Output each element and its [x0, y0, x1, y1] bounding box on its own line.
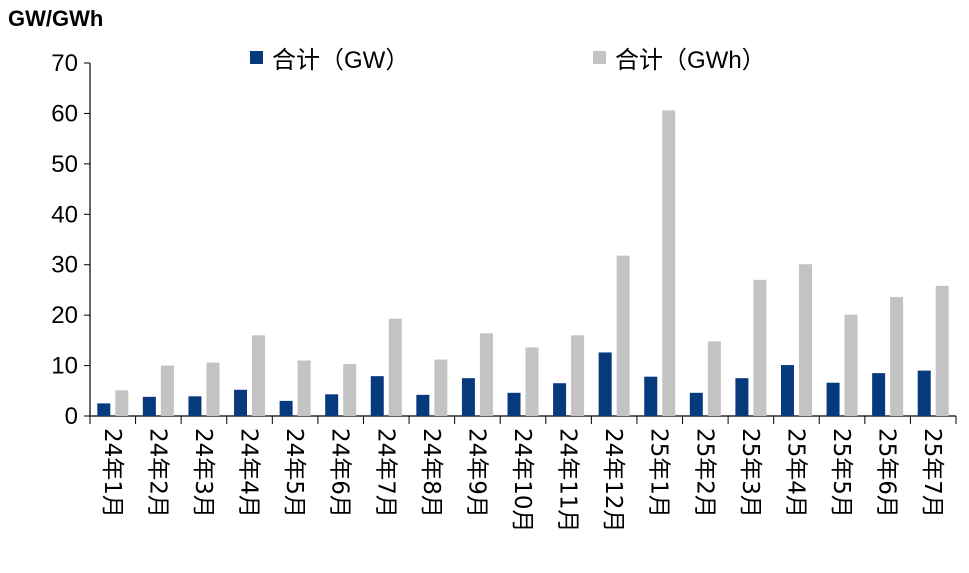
legend-item-gwh: 合计（GWh） [593, 40, 766, 75]
x-tick-label-text: 24年8月 [418, 428, 444, 518]
bar-gwh [935, 285, 949, 416]
x-tick-label: 25年2月 [691, 428, 717, 518]
x-tick-label-text: 24年5月 [281, 428, 307, 518]
x-tick-label: 24年6月 [327, 428, 353, 518]
bar-gw [598, 352, 612, 416]
bar-gwh [388, 318, 402, 416]
x-tick-label-text: 24年11月 [555, 428, 581, 533]
x-tick-label: 24年2月 [144, 428, 170, 518]
x-tick-label: 24年12月 [600, 428, 626, 533]
x-tick-label: 25年4月 [782, 428, 808, 518]
bar-gwh [571, 335, 585, 416]
x-tick-label: 24年8月 [418, 428, 444, 518]
x-tick-label-text: 25年6月 [874, 428, 900, 518]
x-tick-label-text: 25年1月 [646, 428, 672, 518]
x-tick-label-text: 24年10月 [509, 428, 535, 533]
x-tick-label: 24年4月 [236, 428, 262, 518]
bar-gw [142, 396, 156, 416]
y-tick-label: 70 [51, 50, 78, 77]
x-tick-label-text: 24年4月 [236, 428, 262, 518]
bar-gw [553, 383, 567, 416]
bar-gw [234, 389, 248, 416]
bar-gwh [434, 359, 448, 416]
x-tick-label-text: 24年2月 [144, 428, 170, 518]
bar-gw [689, 392, 703, 416]
bar-gwh [890, 296, 904, 416]
x-tick-label-text: 24年9月 [463, 428, 489, 518]
legend-swatch-gw [250, 51, 263, 64]
bar-gw [188, 396, 202, 416]
bar-gwh [479, 333, 493, 416]
bar-gw [97, 403, 111, 416]
bar-gwh [525, 347, 539, 416]
x-tick-label-text: 24年12月 [600, 428, 626, 533]
y-axis-unit-label: GW/GWh [8, 6, 104, 31]
y-tick-label: 60 [51, 100, 78, 127]
legend-swatch-gwh [593, 51, 606, 64]
bar-gw [644, 376, 658, 416]
x-tick-label-text: 25年5月 [828, 428, 854, 518]
bar-gwh [343, 364, 357, 416]
x-tick-label: 24年11月 [555, 428, 581, 533]
x-tick-label: 24年7月 [372, 428, 398, 518]
x-tick-label: 25年1月 [646, 428, 672, 518]
x-tick-label-text: 25年3月 [737, 428, 763, 518]
legend-item-gw: 合计（GW） [250, 40, 409, 75]
x-tick-label-text: 25年2月 [691, 428, 717, 518]
bar-gwh [662, 110, 676, 416]
y-tick-label: 10 [51, 353, 78, 380]
x-tick-label-text: 25年7月 [919, 428, 945, 518]
x-tick-label-text: 25年4月 [782, 428, 808, 518]
legend-label-gw: 合计（GW） [272, 47, 410, 74]
x-tick-label: 25年3月 [737, 428, 763, 518]
bar-gwh [252, 335, 266, 416]
x-tick-label-text: 24年3月 [190, 428, 216, 518]
bar-gwh [115, 390, 129, 416]
bar-gwh [753, 279, 767, 416]
x-tick-label: 24年10月 [509, 428, 535, 533]
bar-gw [416, 394, 430, 416]
bar-gw [370, 376, 384, 416]
x-tick-label: 24年5月 [281, 428, 307, 518]
y-tick-label: 50 [51, 151, 78, 178]
legend-label-gwh: 合计（GWh） [615, 47, 766, 74]
bar-gw [826, 382, 840, 416]
bar-gwh [844, 314, 858, 416]
x-tick-label-text: 24年1月 [99, 428, 125, 518]
bar-gw [461, 378, 475, 416]
y-tick-label: 30 [51, 252, 78, 279]
bar-gw [279, 400, 293, 416]
y-tick-label: 20 [51, 302, 78, 329]
bar-gw [507, 392, 521, 416]
bar-gw [917, 370, 931, 416]
y-tick-label: 0 [65, 403, 78, 430]
bar-gw [780, 365, 794, 416]
x-tick-label: 25年5月 [828, 428, 854, 518]
x-tick-label: 25年6月 [874, 428, 900, 518]
y-tick-label: 40 [51, 201, 78, 228]
x-tick-label: 24年9月 [463, 428, 489, 518]
bar-gw [735, 378, 749, 416]
bar-gwh [206, 362, 220, 416]
x-tick-label: 24年1月 [99, 428, 125, 518]
x-tick-label: 24年3月 [190, 428, 216, 518]
bar-gwh [798, 264, 812, 416]
x-tick-label-text: 24年7月 [372, 428, 398, 518]
bar-gw [325, 394, 339, 416]
x-tick-label: 25年7月 [919, 428, 945, 518]
bar-gwh [616, 255, 630, 416]
bar-gwh [707, 341, 721, 416]
bar-gw [872, 373, 886, 416]
bar-gwh [160, 365, 174, 416]
bar-gwh [297, 360, 311, 416]
x-tick-label-text: 24年6月 [327, 428, 353, 518]
